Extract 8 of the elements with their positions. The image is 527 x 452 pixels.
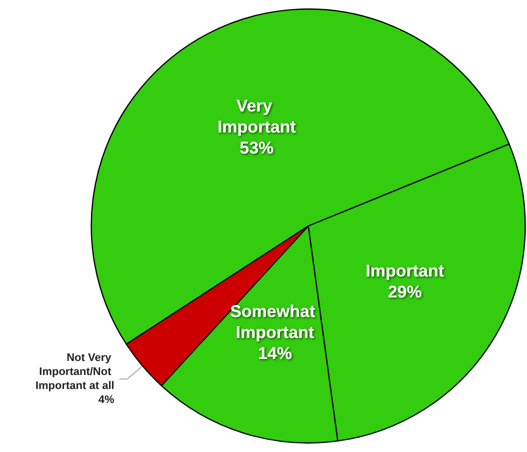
slice-label: Very Important — [217, 96, 296, 137]
slice-label: Important — [366, 262, 444, 281]
data-label: 14% — [258, 344, 292, 363]
data-label: 4% — [98, 394, 115, 406]
slice-label: Not Very Important/Not Important at all — [35, 352, 114, 392]
slice-label: Somewhat Important — [230, 302, 320, 342]
data-label: 53% — [240, 138, 274, 158]
data-label: 29% — [388, 282, 422, 302]
